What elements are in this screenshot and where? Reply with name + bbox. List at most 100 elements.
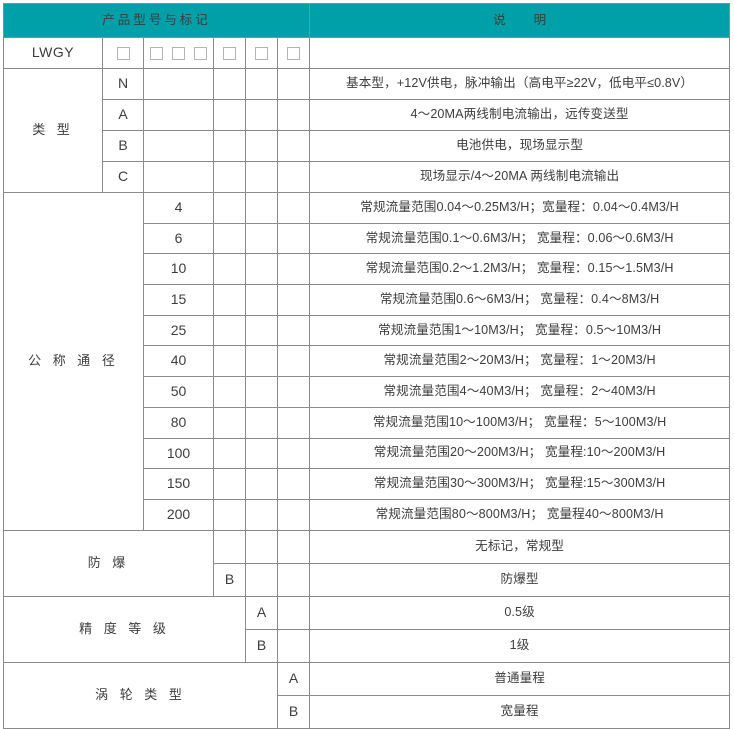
option-code-label: 100 (166, 444, 191, 461)
option-code-cell[interactable]: B (213, 562, 246, 597)
option-description-text: 防爆型 (500, 571, 539, 586)
option-code-cell[interactable]: A (245, 595, 278, 630)
option-code-cell[interactable]: 50 (143, 376, 214, 408)
option-code-label: 4 (174, 199, 183, 216)
spacer-cell (245, 562, 278, 597)
section-label-text: 公 称 通 径 (28, 352, 119, 368)
checkbox-group-inner (146, 39, 211, 68)
spacer-cell (213, 376, 246, 408)
table-row: 涡 轮 类 型 A 普通量程 (3, 661, 731, 729)
checkbox-icon[interactable] (255, 46, 268, 60)
checkbox-icon[interactable] (150, 46, 164, 60)
option-code-cell[interactable]: N (102, 68, 144, 100)
option-description-text: 电池供电，现场显示型 (456, 138, 584, 153)
option-description-cell: 常规流量范围1～10M3/H； 宽量程：0.5～10M3/H (309, 314, 731, 347)
spacer-cell (245, 192, 278, 224)
option-code-cell[interactable]: A (102, 99, 144, 131)
model-code-row: LWGY (3, 37, 731, 69)
spacer-cell (213, 345, 246, 378)
spacer-cell (245, 345, 278, 378)
spacer-cell (276, 99, 311, 131)
model-checkbox-group-5[interactable] (276, 37, 311, 69)
option-code-cell[interactable]: 40 (143, 345, 214, 378)
option-description-text: 常规流量范围1～10M3/H； 宽量程：0.5～10M3/H (378, 322, 662, 337)
option-code-label: 25 (170, 321, 187, 338)
spacer-cell (276, 222, 311, 255)
checkbox-group-inner (216, 39, 243, 68)
option-code-cell[interactable]: A (276, 661, 311, 696)
spacer-cell (276, 562, 311, 597)
option-code-cell[interactable]: B (276, 694, 311, 729)
option-code-cell[interactable]: B (245, 628, 278, 663)
spacer-cell (245, 529, 278, 564)
spacer-cell (213, 314, 246, 347)
option-description-text: 常规流量范围2～20M3/H； 宽量程：1～20M3/H (383, 353, 656, 368)
option-description-text: 4～20MA两线制电流输出，远传变送型 (410, 107, 629, 122)
spacer-cell (276, 161, 311, 193)
option-description-cell: 电池供电，现场显示型 (309, 130, 731, 162)
model-checkbox-group-4[interactable] (245, 37, 278, 69)
option-description-text: 宽量程 (500, 703, 539, 718)
option-code-cell[interactable]: 150 (143, 468, 214, 500)
option-description-text: 无标记，常规型 (475, 538, 564, 553)
spec-sheet: 产品型号与标记说明 LWGY 类 型 N 基本型，+12V供电，脉冲输出（高电平≥22V… (2, 3, 731, 729)
option-description-text: 1级 (509, 637, 530, 652)
option-code-cell[interactable]: 4 (143, 192, 214, 224)
option-description-cell: 4～20MA两线制电流输出，远传变送型 (309, 99, 731, 131)
model-checkbox-group-3[interactable] (213, 37, 246, 69)
option-description-cell: 现场显示/4～20MA 两线制电流输出 (309, 161, 731, 193)
spacer-cell (213, 284, 246, 316)
spacer-cell (143, 99, 214, 131)
spacer-cell (245, 406, 278, 439)
option-code-cell[interactable] (213, 529, 246, 564)
checkbox-icon[interactable] (287, 46, 301, 60)
product-model-spec-table: 产品型号与标记说明 LWGY 类 型 N 基本型，+12V供电，脉冲输出（高电平≥22V… (2, 3, 731, 729)
table-row: 80 常规流量范围10～100M3/H； 宽量程：5～100M3/H (4, 406, 731, 439)
option-description-text: 常规流量范围80～800M3/H； 宽量程40～800M3/H (375, 506, 664, 521)
spacer-cell (213, 192, 246, 224)
option-code-label: B (256, 636, 267, 653)
table-row: 150 常规流量范围30～300M3/H； 宽量程:15～300M3/H (4, 468, 731, 500)
option-code-cell[interactable]: C (102, 161, 144, 193)
table-header-row: 产品型号与标记说明 (2, 3, 731, 38)
option-description-text: 现场显示/4～20MA 两线制电流输出 (419, 169, 620, 184)
section-label-accuracy-class: 精 度 等 级 (3, 595, 246, 663)
spacer-cell (245, 498, 278, 531)
model-checkbox-group-1[interactable] (102, 37, 144, 69)
option-code-cell[interactable]: 6 (143, 222, 214, 255)
spacer-cell (213, 498, 246, 531)
option-code-cell[interactable]: 15 (143, 284, 214, 316)
option-code-label: B (118, 137, 128, 154)
option-description-cell: 无标记，常规型 (309, 529, 731, 564)
checkbox-icon[interactable] (223, 46, 236, 60)
option-code-label: 10 (170, 260, 187, 277)
option-code-cell[interactable]: 25 (143, 314, 214, 347)
option-code-cell[interactable]: 200 (143, 498, 214, 531)
spacer-cell (213, 222, 246, 255)
spacer-cell (276, 595, 311, 630)
option-code-cell[interactable]: B (102, 130, 144, 162)
option-description-cell: 常规流量范围0.04～0.25M3/H；宽量程：0.04～0.4M3/H (309, 192, 731, 224)
checkbox-icon[interactable] (116, 46, 130, 60)
option-code-cell[interactable]: 100 (143, 437, 214, 470)
option-description-cell: 普通量程 (309, 661, 731, 696)
option-code-label: A (256, 603, 267, 620)
option-description-cell: 常规流量范围80～800M3/H； 宽量程40～800M3/H (309, 498, 731, 531)
spacer-cell (276, 345, 311, 378)
spacer-cell (276, 284, 311, 316)
checkbox-icon[interactable] (171, 46, 185, 60)
option-code-cell[interactable]: 80 (143, 406, 214, 439)
spacer-cell (245, 161, 278, 193)
checkbox-group-inner (280, 39, 307, 68)
checkbox-icon[interactable] (193, 46, 207, 60)
option-description-text: 常规流量范围10～100M3/H； 宽量程：5～100M3/H (372, 414, 667, 429)
spacer-cell (276, 253, 311, 286)
table-row: 类 型 N 基本型，+12V供电，脉冲输出（高电平≥22V，低电平≤0.8V） (3, 68, 731, 193)
spacer-cell (245, 284, 278, 316)
table-row: B 防爆型 (4, 562, 731, 597)
model-checkbox-group-2[interactable] (143, 37, 214, 69)
table-row: 6 常规流量范围0.1～0.6M3/H； 宽量程：0.06～0.6M3/H (4, 222, 731, 255)
spacer-cell (143, 130, 214, 162)
option-description-text: 常规流量范围30～300M3/H； 宽量程:15～300M3/H (373, 476, 666, 491)
option-code-cell[interactable]: 10 (143, 253, 214, 286)
